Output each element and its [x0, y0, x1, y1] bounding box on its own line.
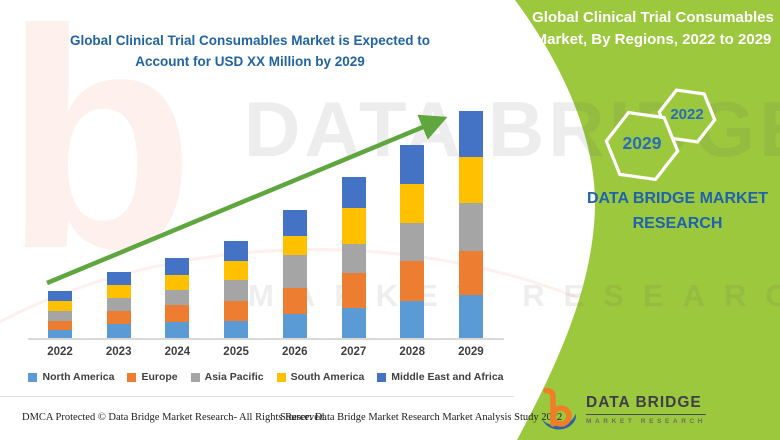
bar-2022 [48, 290, 72, 338]
bar-segment-north-america [48, 329, 72, 338]
bar-segment-middle-east-and-africa [458, 111, 483, 157]
bar-segment-north-america [458, 295, 483, 338]
logo-name: DATA BRIDGE [586, 394, 707, 415]
bar-segment-europe [106, 311, 131, 324]
hexagon-year-2029: 2029 [622, 133, 662, 153]
bar-segment-south-america [48, 300, 72, 311]
x-axis-line [28, 338, 504, 340]
bar-segment-europe [224, 300, 249, 321]
dmca-notice: DMCA Protected © Data Bridge Market Rese… [22, 412, 327, 423]
legend-item-middle-east-and-africa: Middle East and Africa [377, 371, 504, 383]
legend-label: Middle East and Africa [391, 371, 504, 383]
legend-label: Asia Pacific [204, 371, 264, 383]
brand-wordmark: DATA BRIDGE MARKET RESEARCH [570, 186, 780, 236]
bar-segment-asia-pacific [458, 203, 483, 251]
legend-item-asia-pacific: Asia Pacific [190, 371, 264, 383]
legend-item-north-america: North America [28, 371, 114, 383]
chart-title: Global Clinical Trial Consumables Market… [30, 30, 470, 72]
bar-segment-north-america [341, 308, 366, 338]
x-axis-label-2028: 2028 [399, 346, 425, 358]
x-axis-label-2026: 2026 [282, 346, 308, 358]
x-axis-label-2024: 2024 [164, 346, 191, 358]
bar-segment-asia-pacific [106, 298, 131, 311]
bar-segment-europe [458, 251, 483, 295]
bar-segment-asia-pacific [48, 311, 72, 321]
bar-segment-south-america [458, 157, 483, 203]
bar-segment-europe [165, 305, 190, 322]
brand-wordmark-line1: DATA BRIDGE MARKET [586, 190, 769, 207]
chart-title-line1: Global Clinical Trial Consumables Market… [69, 33, 431, 48]
logo-text-block: DATA BRIDGE MARKET RESEARCH [586, 394, 707, 425]
side-panel-title: Global Clinical Trial Consumables Market… [528, 7, 778, 51]
legend-label: Europe [141, 371, 178, 383]
x-axis-label-2029: 2029 [458, 346, 484, 358]
legend-label: South America [290, 371, 365, 383]
bar-segment-north-america [165, 322, 190, 338]
legend-swatch-south-america [276, 372, 286, 382]
legend-swatch-europe [127, 372, 137, 382]
bar-segment-north-america [400, 301, 425, 338]
bar-segment-north-america [282, 314, 307, 338]
x-axis-label-2023: 2023 [105, 346, 132, 358]
dbmr-b-logo-icon [542, 387, 576, 430]
source-note: Source: Data Bridge Market Research Mark… [280, 412, 563, 423]
x-axis-label-2027: 2027 [340, 346, 367, 358]
legend-label: North America [42, 371, 115, 383]
legend-item-south-america: South America [276, 371, 365, 383]
legend-swatch-middle-east-and-africa [377, 372, 387, 382]
company-logo: DATA BRIDGE MARKET RESEARCH [540, 386, 707, 432]
legend-item-europe: Europe [127, 371, 178, 383]
legend-swatch-north-america [28, 372, 38, 382]
footer-divider [0, 396, 514, 397]
x-axis-label-2022: 2022 [47, 346, 73, 358]
logo-tagline: MARKET RESEARCH [586, 417, 707, 425]
bar-segment-europe [48, 320, 72, 330]
legend-swatch-asia-pacific [190, 372, 200, 382]
hexagon-2029 [604, 110, 680, 182]
x-axis-label-2025: 2025 [223, 346, 249, 358]
bar-segment-north-america [224, 320, 249, 338]
bar-segment-europe [282, 288, 307, 314]
chart-legend: North America Europe Asia Pacific South Ame… [26, 371, 506, 383]
bar-2029 [458, 111, 483, 338]
bar-segment-asia-pacific [165, 289, 190, 305]
bar-segment-north-america [106, 324, 131, 338]
hexagon-year-2022: 2022 [670, 106, 704, 123]
bar-segment-middle-east-and-africa [48, 290, 72, 301]
bar-segment-south-america [106, 285, 131, 298]
side-panel-title-line1: Global Clinical Trial Consumables [532, 9, 774, 26]
chart-title-line2: Account for USD XX Million by 2029 [135, 54, 365, 69]
brand-wordmark-line2: RESEARCH [632, 215, 723, 232]
side-panel-title-line2: Market, By Regions, 2022 to 2029 [534, 31, 772, 48]
